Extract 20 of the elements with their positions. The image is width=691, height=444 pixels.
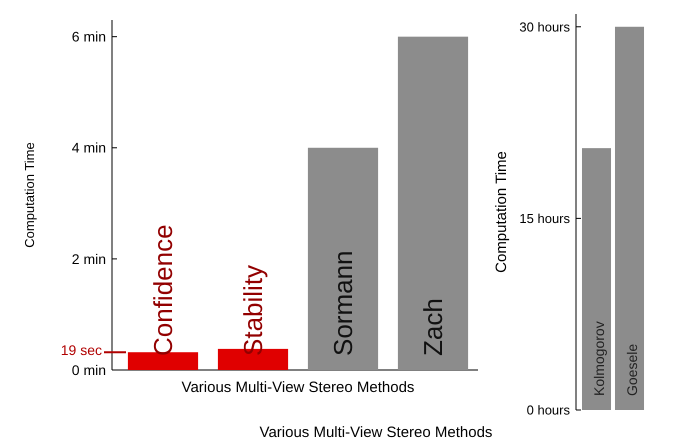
y-tick-label: 0 hours <box>526 402 570 418</box>
y-tick-label: 2 min <box>72 250 106 267</box>
x-axis-title: Various Multi-View Stereo Methods <box>182 379 414 396</box>
y-tick-label: 15 hours <box>519 210 570 226</box>
x-tick-label: Sormann <box>328 250 358 356</box>
x-tick-label: Goesele <box>624 344 640 396</box>
y-tick-label: 6 min <box>72 28 106 45</box>
x-tick-label: Confidence <box>148 224 178 356</box>
bar <box>398 36 468 370</box>
y-tick-label: 0 min <box>72 362 106 378</box>
y-axis-title: Computation Time <box>493 151 510 273</box>
x-tick-label: Kolmogorov <box>591 321 608 396</box>
y-axis-title: Computation Time <box>22 142 37 248</box>
bar <box>308 148 378 370</box>
ref-line-label: 19 sec <box>60 342 102 358</box>
x-tick-label: Stability <box>238 264 268 356</box>
y-tick-label: 30 hours <box>519 19 570 34</box>
y-tick-label: 4 min <box>72 140 106 156</box>
x-tick-label: Zach <box>418 298 448 356</box>
x-axis-title: Various Multi-View Stereo Methods <box>260 424 492 441</box>
